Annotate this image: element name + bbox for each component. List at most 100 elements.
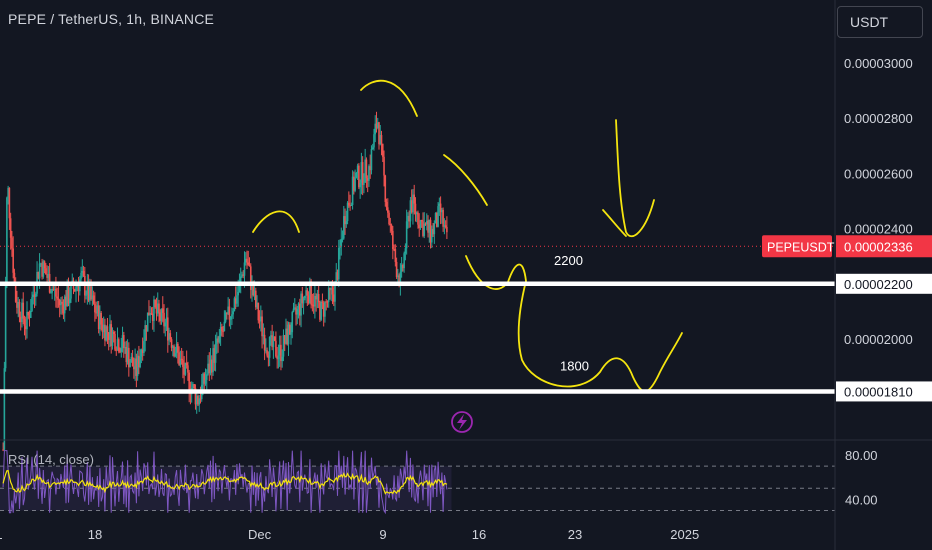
- candle-down: [288, 324, 291, 335]
- candle-up: [419, 220, 422, 229]
- time-axis[interactable]: 1 18 Dec 9 16 23 2025: [0, 527, 699, 542]
- candle-down: [170, 339, 173, 348]
- candle-up: [265, 350, 267, 352]
- candle-down: [150, 313, 153, 315]
- candle-down: [384, 175, 387, 202]
- candle-down: [424, 223, 427, 225]
- rsi-ma-line: [2, 469, 448, 495]
- candle-up: [364, 159, 366, 183]
- candle-down: [119, 351, 121, 353]
- candle-down: [301, 293, 304, 304]
- candle-down: [43, 261, 46, 269]
- candle-up: [239, 276, 242, 282]
- candle-up: [160, 308, 163, 321]
- candle-down: [128, 347, 130, 368]
- candle-down: [366, 178, 369, 181]
- candle-down: [222, 331, 224, 333]
- candle-down: [106, 326, 109, 333]
- candle-down: [13, 272, 16, 282]
- candle-up: [314, 295, 316, 307]
- candle-down: [315, 295, 317, 300]
- price-axis[interactable]: 0.00003000 0.00002800 0.00002600 0.00002400…: [844, 56, 913, 507]
- candle-up: [296, 308, 299, 315]
- currency-button[interactable]: USDT: [837, 6, 923, 38]
- time-tick-label: 23: [568, 527, 582, 542]
- candle-down: [273, 336, 276, 341]
- candle-up: [51, 288, 53, 293]
- candle-up: [32, 294, 35, 298]
- candle-down: [258, 320, 261, 322]
- candle-up: [374, 123, 377, 135]
- candle-down: [365, 159, 368, 179]
- price-tick-label: 0.00002600: [844, 166, 913, 181]
- candle-down: [11, 237, 13, 249]
- rsi-tick-label: 40.00: [845, 492, 878, 507]
- candle-down: [380, 135, 383, 144]
- rsi-pane: [0, 450, 835, 515]
- candle-down: [23, 318, 26, 327]
- candle-up: [397, 275, 399, 278]
- candle-down: [18, 301, 21, 317]
- candle-down: [158, 303, 160, 313]
- candle-down: [14, 281, 17, 302]
- candle-down: [77, 286, 80, 292]
- candle-down: [436, 213, 438, 227]
- candle-down: [123, 335, 125, 349]
- candle-up: [3, 368, 6, 450]
- candle-up: [205, 374, 208, 380]
- flash-icon: [451, 411, 473, 433]
- candle-up: [330, 287, 333, 291]
- candle-up: [412, 194, 414, 213]
- candle-up: [68, 298, 71, 304]
- candle-up: [38, 263, 41, 279]
- candle-up: [86, 281, 89, 295]
- candle-down: [442, 209, 444, 227]
- candle-up: [371, 147, 374, 150]
- candle-up: [207, 363, 209, 375]
- time-tick-label: 1: [0, 527, 3, 542]
- candle-up: [237, 291, 239, 296]
- candle-down: [2, 449, 4, 451]
- candle-down: [90, 286, 92, 300]
- candle-up: [300, 293, 302, 316]
- candle-down: [112, 331, 115, 334]
- candle-up: [227, 306, 229, 314]
- candle-down: [432, 228, 434, 235]
- candle-down: [52, 288, 55, 290]
- candle-up: [146, 312, 149, 332]
- candle-down: [173, 346, 175, 357]
- candle-up: [324, 301, 326, 317]
- candle-down: [37, 272, 40, 279]
- candle-down: [82, 271, 85, 276]
- candle-down: [61, 301, 63, 304]
- candle-up: [292, 308, 295, 313]
- candle-up: [345, 221, 348, 225]
- time-tick-label: 2025: [670, 527, 699, 542]
- symbol-title: PEPE / TetherUS, 1h, BINANCE: [8, 11, 215, 27]
- candle-down: [280, 344, 282, 362]
- candle-down: [226, 312, 228, 314]
- candle-up: [285, 328, 287, 344]
- candle-down: [183, 366, 185, 375]
- candle-down: [310, 281, 312, 305]
- freehand-drawing: [615, 119, 655, 238]
- candle-down: [45, 268, 47, 275]
- candle-down: [197, 396, 199, 405]
- candle-up: [209, 359, 212, 374]
- candle-down: [321, 301, 324, 303]
- price-tick-label: 0.00003000: [844, 56, 913, 71]
- candle-up: [437, 206, 439, 227]
- candle-down: [228, 306, 231, 320]
- candle-down: [249, 266, 252, 290]
- candle-down: [329, 287, 331, 291]
- candle-up: [63, 296, 66, 314]
- candle-up: [340, 239, 343, 247]
- candle-up: [168, 333, 170, 341]
- candle-up: [272, 336, 275, 348]
- candle-up: [293, 307, 296, 309]
- candle-down: [28, 315, 31, 318]
- rsi-line: [2, 450, 448, 515]
- candle-up: [262, 334, 265, 337]
- candle-down: [242, 274, 245, 276]
